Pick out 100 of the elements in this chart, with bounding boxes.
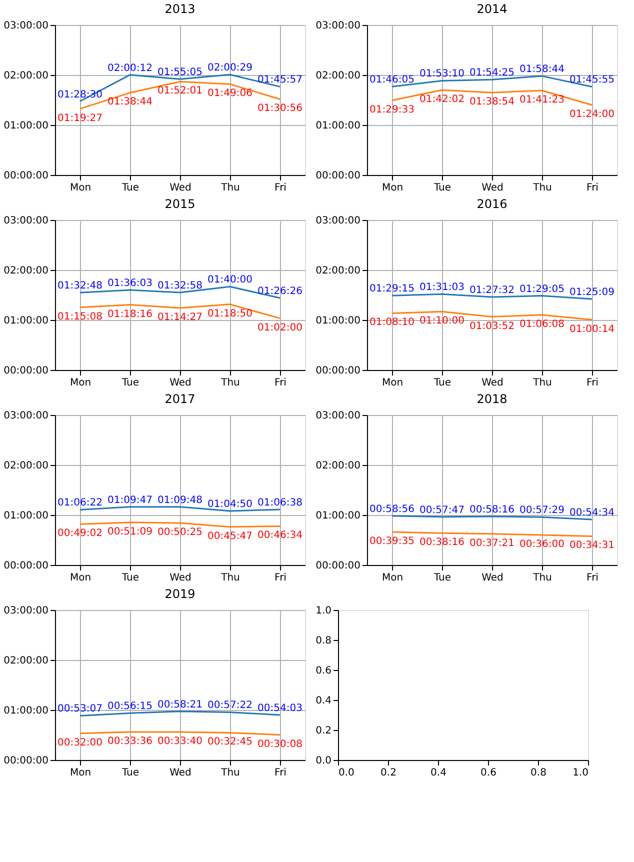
x-tick-label: Thu bbox=[220, 182, 240, 194]
y-tick-label: 01:00:00 bbox=[316, 316, 360, 326]
data-label: 01:31:03 bbox=[420, 282, 464, 294]
data-label: 00:57:29 bbox=[520, 505, 564, 516]
data-label: 01:29:15 bbox=[370, 284, 414, 295]
data-label: 00:56:15 bbox=[108, 701, 152, 712]
y-tick-label: 02:00:00 bbox=[316, 460, 360, 472]
data-label: 00:34:31 bbox=[570, 540, 614, 552]
y-tick-label: 0.2 bbox=[316, 726, 332, 736]
data-label: 01:27:32 bbox=[470, 285, 514, 296]
y-tick-label: 02:00:00 bbox=[316, 266, 360, 276]
x-tick-label: Tue bbox=[120, 378, 140, 388]
data-label: 00:53:07 bbox=[58, 704, 102, 715]
line-series bbox=[391, 89, 593, 106]
data-label: 01:53:10 bbox=[420, 68, 464, 80]
data-label: 01:25:09 bbox=[570, 287, 614, 298]
x-tick-label: Mon bbox=[70, 768, 92, 778]
y-tick-label: 02:00:00 bbox=[4, 266, 48, 276]
y-tick-label: 01:00:00 bbox=[4, 120, 48, 132]
data-label: 01:52:01 bbox=[158, 86, 202, 97]
data-label: 01:38:44 bbox=[108, 96, 152, 108]
data-label: 00:49:02 bbox=[58, 528, 102, 540]
data-label: 01:09:48 bbox=[158, 494, 202, 506]
x-tick-label: Mon bbox=[382, 378, 404, 388]
y-tick-label: 03:00:00 bbox=[4, 20, 48, 32]
data-label: 01:10:00 bbox=[420, 316, 464, 327]
y-tick-label: 00:00:00 bbox=[316, 170, 360, 182]
x-tick-label: Mon bbox=[70, 182, 92, 194]
y-tick-label: 02:00:00 bbox=[4, 656, 48, 666]
x-tick-label: Tue bbox=[432, 572, 452, 584]
data-label: 01:36:03 bbox=[108, 278, 152, 289]
data-label: 00:45:47 bbox=[208, 530, 252, 542]
data-label: 02:00:29 bbox=[208, 62, 252, 74]
y-tick-label: 0.8 bbox=[316, 636, 332, 646]
data-label: 00:32:00 bbox=[58, 737, 102, 748]
data-label: 01:32:58 bbox=[158, 280, 202, 292]
x-tick-label: Fri bbox=[274, 572, 286, 584]
data-label: 00:37:21 bbox=[470, 538, 514, 549]
data-label: 01:02:00 bbox=[258, 322, 302, 334]
x-tick-label: Wed bbox=[170, 378, 192, 388]
x-tick-label: Mon bbox=[70, 572, 92, 584]
data-label: 01:38:54 bbox=[470, 96, 514, 108]
y-tick-label: 00:00:00 bbox=[4, 366, 48, 376]
data-label: 01:04:50 bbox=[208, 498, 252, 510]
chart-title: 2018 bbox=[476, 392, 508, 406]
data-label: 01:58:44 bbox=[520, 64, 564, 76]
x-tick-label: Mon bbox=[382, 572, 404, 584]
x-tick-label: 0.4 bbox=[430, 768, 446, 778]
data-label: 00:46:34 bbox=[258, 530, 302, 542]
chart-title: 2015 bbox=[164, 197, 196, 211]
x-tick-label: Fri bbox=[274, 768, 286, 778]
data-label: 01:14:27 bbox=[158, 312, 202, 323]
data-label: 00:57:47 bbox=[420, 504, 464, 516]
x-tick-label: Fri bbox=[586, 572, 598, 584]
x-tick-label: Mon bbox=[382, 182, 404, 194]
data-label: 01:03:52 bbox=[470, 320, 514, 332]
y-tick-label: 01:00:00 bbox=[316, 510, 360, 522]
x-tick-label: Thu bbox=[532, 378, 552, 388]
y-tick-label: 03:00:00 bbox=[4, 216, 48, 226]
x-tick-label: Wed bbox=[170, 182, 192, 194]
y-tick-label: 00:00:00 bbox=[4, 170, 48, 182]
y-tick-label: 01:00:00 bbox=[4, 316, 48, 326]
x-tick-label: 0.6 bbox=[480, 768, 496, 778]
data-label: 01:15:08 bbox=[58, 311, 102, 322]
data-label: 00:33:36 bbox=[108, 736, 152, 747]
data-label: 00:58:56 bbox=[370, 504, 414, 515]
y-tick-label: 00:00:00 bbox=[4, 560, 48, 572]
data-label: 01:00:14 bbox=[570, 324, 614, 335]
data-label: 01:40:00 bbox=[208, 274, 252, 286]
data-label: 00:58:21 bbox=[158, 699, 202, 710]
chart-title: 2016 bbox=[476, 197, 508, 211]
data-label: 00:32:45 bbox=[208, 736, 252, 748]
chart-title: 2013 bbox=[164, 2, 196, 16]
x-tick-label: Wed bbox=[170, 572, 192, 584]
y-tick-label: 00:00:00 bbox=[316, 560, 360, 572]
data-label: 01:30:56 bbox=[258, 103, 302, 114]
data-label: 00:36:00 bbox=[520, 539, 564, 550]
x-tick-label: 1.0 bbox=[572, 768, 588, 778]
data-label: 00:58:16 bbox=[470, 504, 514, 516]
data-label: 00:51:09 bbox=[108, 526, 152, 538]
y-tick-label: 1.0 bbox=[316, 606, 332, 616]
data-label: 01:42:02 bbox=[420, 94, 464, 105]
x-tick-label: Wed bbox=[482, 182, 504, 194]
data-label: 00:50:25 bbox=[158, 526, 202, 538]
data-label: 01:26:26 bbox=[258, 286, 302, 297]
y-tick-label: 03:00:00 bbox=[4, 410, 48, 422]
x-tick-label: Thu bbox=[220, 572, 240, 584]
data-label: 00:54:03 bbox=[258, 702, 302, 714]
x-tick-label: Thu bbox=[220, 378, 240, 388]
y-tick-label: 03:00:00 bbox=[4, 606, 48, 616]
data-label: 01:46:05 bbox=[370, 74, 414, 86]
data-label: 00:39:35 bbox=[370, 536, 414, 548]
data-label: 01:45:57 bbox=[258, 74, 302, 86]
data-label: 01:19:27 bbox=[58, 112, 102, 124]
x-tick-label: 0.8 bbox=[530, 768, 546, 778]
x-tick-label: Thu bbox=[220, 768, 240, 778]
data-label: 01:06:08 bbox=[520, 318, 564, 330]
y-tick-label: 01:00:00 bbox=[316, 120, 360, 132]
y-tick-label: 03:00:00 bbox=[316, 20, 360, 32]
y-tick-label: 03:00:00 bbox=[316, 216, 360, 226]
